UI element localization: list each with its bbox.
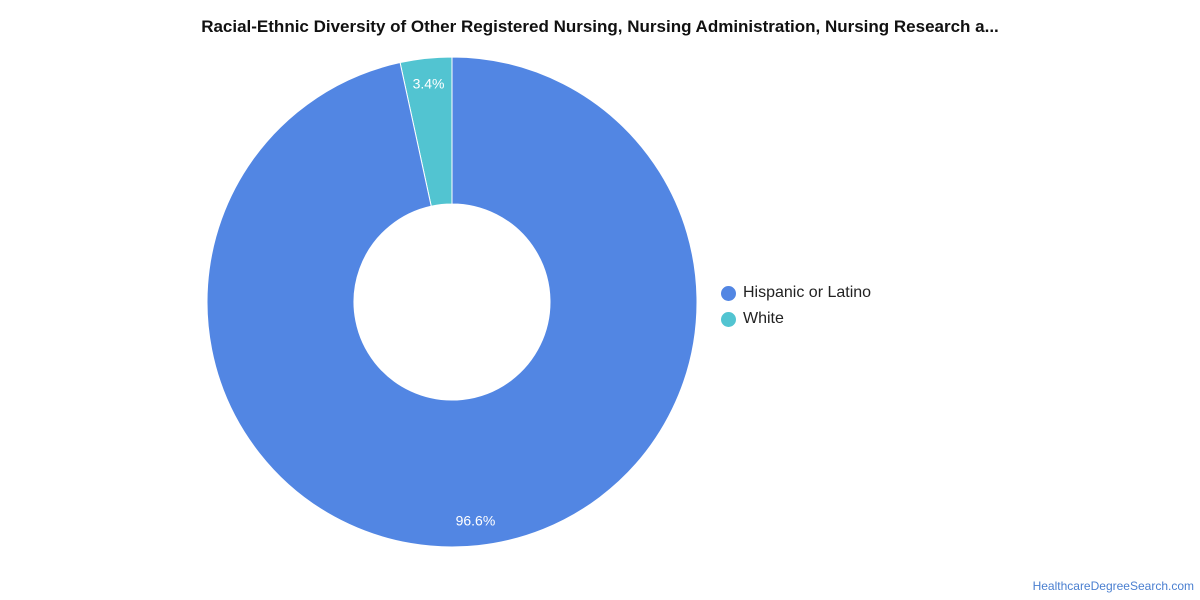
slice-hispanic-or-latino[interactable] [206, 56, 698, 548]
chart-title: Racial-Ethnic Diversity of Other Registe… [201, 17, 999, 36]
legend-label-white: White [743, 310, 784, 327]
legend-label-hispanic-or-latino: Hispanic or Latino [743, 284, 872, 301]
legend-item-hispanic-or-latino[interactable]: Hispanic or Latino [721, 280, 871, 306]
legend-swatch-white [721, 311, 736, 327]
slice-label-hispanic-or-latino: 96.6% [456, 513, 496, 529]
legend-item-white[interactable]: White [721, 306, 871, 332]
legend-swatch-hispanic-or-latino [721, 285, 736, 301]
chart-legend: Hispanic or Latino White [721, 280, 871, 332]
source-link[interactable]: HealthcareDegreeSearch.com [1032, 579, 1194, 593]
slice-label-white: 3.4% [413, 75, 445, 91]
